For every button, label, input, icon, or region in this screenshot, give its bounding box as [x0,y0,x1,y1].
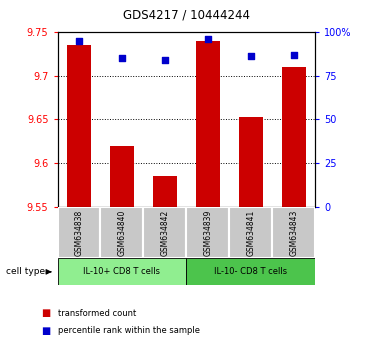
Text: IL-10- CD8 T cells: IL-10- CD8 T cells [214,267,288,276]
Text: GSM634838: GSM634838 [75,210,83,256]
Point [76,38,82,44]
Bar [110,146,134,207]
Text: ■: ■ [41,308,50,318]
Text: GSM634841: GSM634841 [246,210,255,256]
Bar [187,207,229,258]
Point [248,53,254,59]
Text: GSM634842: GSM634842 [160,210,170,256]
Bar [58,207,101,258]
Bar [282,67,306,207]
Text: GDS4217 / 10444244: GDS4217 / 10444244 [123,9,250,22]
Text: GSM634840: GSM634840 [118,210,127,256]
Bar [58,258,187,285]
Point [291,52,297,57]
Point [205,36,211,42]
Text: ■: ■ [41,326,50,336]
Bar [101,207,144,258]
Bar [67,45,91,207]
Text: GSM634839: GSM634839 [203,210,213,256]
Bar [229,207,272,258]
Bar [153,176,177,207]
Bar [272,207,315,258]
Bar [144,207,186,258]
Point [162,57,168,63]
Text: GSM634843: GSM634843 [289,210,298,256]
Text: IL-10+ CD8 T cells: IL-10+ CD8 T cells [83,267,161,276]
Point [119,55,125,61]
Text: percentile rank within the sample: percentile rank within the sample [58,326,200,336]
Bar [187,258,315,285]
Bar [196,41,220,207]
Bar [239,117,263,207]
Text: cell type: cell type [6,267,45,276]
Text: transformed count: transformed count [58,309,136,318]
